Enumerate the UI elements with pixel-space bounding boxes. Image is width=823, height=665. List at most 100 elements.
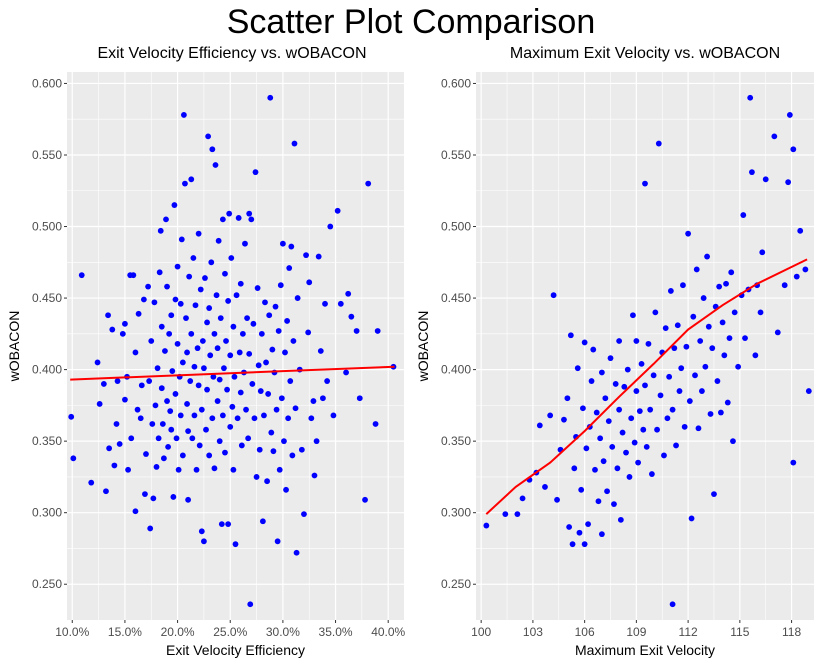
scatter-point bbox=[169, 368, 176, 374]
scatter-point bbox=[174, 340, 181, 347]
scatter-point bbox=[247, 601, 254, 608]
x-tick-label: 103 bbox=[523, 625, 543, 639]
scatter-point bbox=[550, 292, 557, 299]
scatter-point bbox=[583, 445, 590, 452]
scatter-point bbox=[266, 312, 273, 319]
scatter-point bbox=[657, 392, 664, 399]
scatter-point bbox=[762, 176, 769, 183]
scatter-point bbox=[607, 355, 614, 362]
scatter-point bbox=[343, 369, 349, 376]
scatter-point bbox=[137, 415, 144, 422]
scatter-point bbox=[177, 300, 184, 307]
y-tick-label: 0.500 bbox=[32, 220, 62, 234]
scatter-point bbox=[182, 180, 188, 187]
scatter-point bbox=[678, 365, 685, 372]
scatter-point bbox=[268, 429, 275, 436]
y-tick-label: 0.300 bbox=[441, 506, 471, 520]
scatter-point bbox=[704, 253, 710, 260]
scatter-point bbox=[191, 363, 198, 370]
y-tick-label: 0.350 bbox=[32, 434, 62, 448]
scatter-point bbox=[785, 179, 792, 186]
scatter-point bbox=[219, 216, 226, 223]
scatter-point bbox=[173, 435, 180, 442]
scatter-point bbox=[719, 319, 726, 326]
scatter-point bbox=[716, 283, 723, 290]
scatter-point bbox=[168, 426, 175, 433]
scatter-point bbox=[147, 525, 154, 532]
scatter-point bbox=[711, 491, 717, 497]
scatter-point bbox=[683, 343, 690, 350]
scatter-point bbox=[215, 237, 222, 244]
scatter-point bbox=[757, 309, 764, 316]
scatter-point bbox=[693, 266, 700, 273]
scatter-point bbox=[317, 348, 324, 354]
scatter-point bbox=[164, 398, 170, 404]
y-tick-label: 0.400 bbox=[32, 363, 62, 377]
scatter-point bbox=[278, 395, 285, 402]
scatter-point bbox=[334, 207, 341, 214]
scatter-point bbox=[172, 391, 179, 397]
scatter-point bbox=[193, 466, 200, 473]
scatter-point bbox=[642, 180, 648, 187]
scatter-point bbox=[275, 328, 282, 334]
scatter-point bbox=[207, 352, 214, 359]
scatter-point bbox=[805, 388, 812, 394]
scatter-point bbox=[697, 338, 704, 344]
scatter-point bbox=[156, 269, 163, 276]
scatter-point bbox=[308, 415, 315, 422]
scatter-point bbox=[580, 405, 586, 412]
scatter-point bbox=[237, 389, 244, 396]
scatter-point bbox=[664, 415, 671, 422]
scatter-point bbox=[709, 345, 716, 352]
scatter-point bbox=[252, 169, 259, 176]
scatter-point bbox=[204, 319, 210, 326]
scatter-point bbox=[790, 146, 797, 153]
x-tick-label: 115 bbox=[730, 625, 749, 639]
y-tick-label: 0.600 bbox=[441, 76, 471, 90]
scatter-point bbox=[542, 484, 548, 490]
scatter-point bbox=[626, 474, 633, 480]
scatter-point bbox=[724, 399, 731, 406]
scatter-point bbox=[248, 216, 255, 223]
scatter-point bbox=[103, 488, 109, 495]
scatter-point bbox=[802, 266, 809, 273]
scatter-point bbox=[286, 265, 293, 271]
scatter-point bbox=[202, 275, 208, 281]
scatter-point bbox=[571, 465, 578, 472]
scatter-point bbox=[519, 495, 526, 502]
scatter-point bbox=[262, 299, 268, 306]
scatter-point bbox=[134, 406, 141, 413]
scatter-point bbox=[192, 302, 199, 309]
scatter-point bbox=[199, 338, 206, 344]
scatter-point bbox=[731, 309, 738, 316]
x-tick-label: 30.0% bbox=[266, 625, 300, 639]
y-tick-label: 0.450 bbox=[32, 291, 62, 305]
scatter-point bbox=[612, 381, 619, 387]
scatter-point bbox=[274, 538, 281, 545]
scatter-point bbox=[122, 396, 128, 403]
scatter-point bbox=[597, 435, 604, 442]
scatter-point bbox=[198, 406, 205, 413]
scatter-point bbox=[257, 388, 264, 394]
scatter-point bbox=[356, 395, 363, 402]
scatter-point bbox=[225, 521, 232, 528]
scatter-point bbox=[574, 365, 581, 372]
scatter-point bbox=[293, 549, 300, 556]
scatter-point bbox=[588, 378, 595, 384]
scatter-point bbox=[714, 378, 721, 384]
scatter-point bbox=[212, 162, 219, 168]
scatter-point bbox=[643, 443, 650, 450]
scatter-point bbox=[311, 472, 318, 479]
scatter-point bbox=[592, 466, 598, 473]
scatter-point bbox=[175, 466, 182, 473]
scatter-point bbox=[249, 381, 256, 387]
scatter-point bbox=[265, 391, 272, 397]
scatter-point bbox=[243, 406, 249, 413]
scatter-point bbox=[666, 373, 673, 380]
scatter-point bbox=[593, 409, 600, 416]
scatter-point bbox=[298, 446, 305, 453]
scatter-point bbox=[728, 269, 735, 276]
scatter-point bbox=[242, 240, 248, 247]
scatter-point bbox=[230, 466, 237, 473]
scatter-point bbox=[190, 255, 197, 261]
